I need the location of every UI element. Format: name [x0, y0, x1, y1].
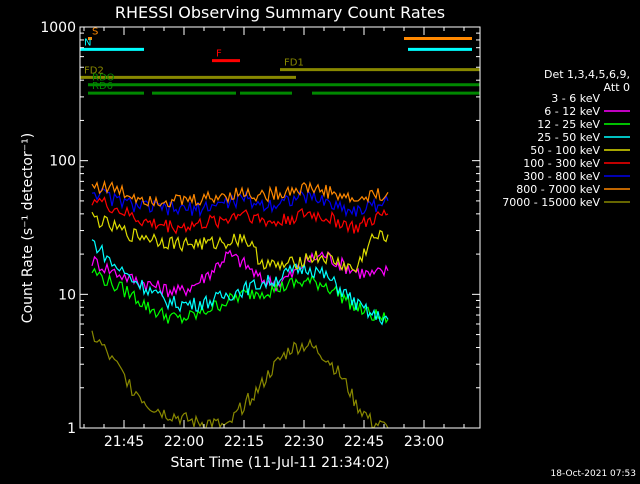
legend-label-300-800: 300 - 800 keV [523, 170, 600, 183]
legend-label-100-300: 100 - 300 keV [523, 157, 600, 170]
legend-header-0: Det 1,3,4,5,6,9, [544, 68, 630, 81]
flag-label-n: N [84, 37, 91, 48]
legend-label-6-12: 6 - 12 keV [544, 105, 600, 118]
series-line-100-300 [91, 196, 389, 235]
legend-label-50-100: 50 - 100 keV [530, 144, 600, 157]
x-axis-label: Start Time (11-Jul-11 21:34:02) [170, 455, 389, 471]
flag-label-rd6: RD6 [92, 81, 113, 92]
x-tick-label-2145: 21:45 [104, 434, 144, 450]
series-line-7000-15000 [91, 330, 389, 430]
series-line-25-50 [91, 239, 389, 326]
legend-label-25-50: 25 - 50 keV [537, 131, 600, 144]
y-tick-label-10: 10 [58, 287, 76, 303]
y-tick-label-1: 1 [67, 421, 76, 437]
legend-label-12-25: 12 - 25 keV [537, 118, 600, 131]
legend-label-3-6: 3 - 6 keV [551, 92, 600, 105]
y-tick-label-1000: 1000 [40, 20, 76, 36]
series-line-6-12 [91, 249, 389, 298]
chart-title: RHESSI Observing Summary Count Rates [115, 3, 445, 22]
flag-label-rdo: RDO [92, 73, 115, 84]
series-line-300-800 [91, 187, 389, 218]
y-axis-label: Count Rate (s⁻¹ detector⁻¹) [20, 133, 36, 323]
series-line-800-7000 [91, 179, 389, 208]
legend-label-800-7000: 800 - 7000 keV [516, 183, 600, 196]
x-tick-label-2230: 22:30 [284, 434, 324, 450]
series-line-3-6 [91, 261, 389, 381]
flag-label-fd1: FD1 [284, 58, 304, 69]
plot-frame [79, 26, 481, 429]
flag-label-s: S [92, 27, 98, 38]
legend-label-7000-15000: 7000 - 15000 keV [502, 196, 600, 209]
y-tick-label-100: 100 [49, 154, 76, 170]
flag-label-f: F [216, 49, 222, 60]
series-line-50-100 [91, 211, 389, 273]
x-tick-label-2200: 22:00 [164, 434, 204, 450]
x-tick-label-2215: 22:15 [224, 434, 264, 450]
flag-label-fd2: FD2 [84, 65, 104, 76]
x-tick-label-2245: 22:45 [344, 434, 384, 450]
x-tick-label-2300: 23:00 [404, 434, 444, 450]
timestamp: 18-Oct-2021 07:53 [551, 469, 636, 479]
axes: 21:45 22:00 22:15 22:30 22:45 23:00 1 10 100 1000 [40, 20, 481, 450]
legend-header-1: Att 0 [604, 81, 630, 94]
